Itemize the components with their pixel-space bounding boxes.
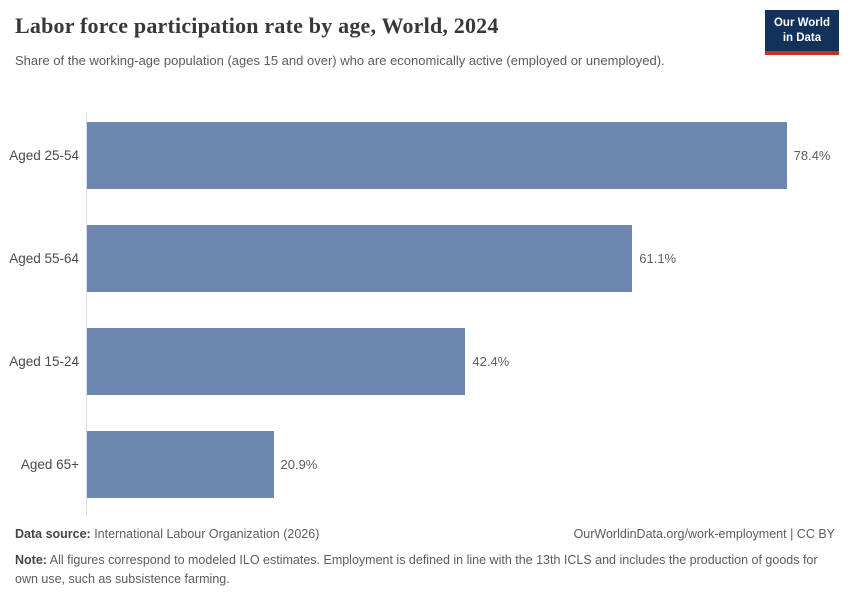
footnote-label: Note: [15, 553, 47, 567]
data-source-label: Data source: [15, 527, 91, 541]
category-label: Aged 55-64 [9, 251, 79, 266]
bar-track: 20.9% [87, 431, 850, 498]
bar-row: Aged 15-24 42.4% [0, 310, 850, 413]
y-axis-line [86, 112, 87, 516]
category-label: Aged 25-54 [9, 148, 79, 163]
value-label: 78.4% [793, 148, 831, 163]
category-label: Aged 15-24 [9, 354, 79, 369]
owid-logo[interactable]: Our World in Data [764, 10, 839, 55]
value-label: 61.1% [639, 251, 677, 266]
category-label: Aged 65+ [20, 457, 79, 472]
bar[interactable] [87, 225, 633, 292]
data-source: Data source: International Labour Organi… [15, 527, 319, 541]
chart-subtitle: Share of the working-age population (age… [15, 53, 665, 68]
bar-track: 42.4% [87, 328, 850, 395]
bar[interactable] [87, 328, 466, 395]
value-label: 42.4% [472, 354, 510, 369]
footnote-text: All figures correspond to modeled ILO es… [15, 553, 818, 586]
bar-row: Aged 55-64 61.1% [0, 207, 850, 310]
bar-row: Aged 25-54 78.4% [0, 104, 850, 207]
bar[interactable] [87, 431, 274, 498]
bar-row: Aged 65+ 20.9% [0, 413, 850, 516]
bar[interactable] [87, 122, 787, 189]
bar-track: 78.4% [87, 122, 850, 189]
bar-track: 61.1% [87, 225, 850, 292]
footnote: Note: All figures correspond to modeled … [15, 551, 835, 589]
bar-plot: Aged 25-54 78.4% Aged 55-64 61.1% Aged 1… [0, 104, 850, 516]
canonical-url-link[interactable]: OurWorldinData.org/work-employment | CC … [573, 527, 835, 541]
bar-chart: Aged 25-54 78.4% Aged 55-64 61.1% Aged 1… [0, 104, 850, 516]
data-source-value: International Labour Organization (2026) [90, 527, 320, 541]
value-label: 20.9% [280, 457, 318, 472]
footer: Data source: International Labour Organi… [15, 527, 835, 541]
owid-logo-line2: in Data [782, 31, 822, 44]
owid-logo-line1: Our World [773, 17, 830, 29]
chart-title: Labor force participation rate by age, W… [15, 13, 499, 38]
